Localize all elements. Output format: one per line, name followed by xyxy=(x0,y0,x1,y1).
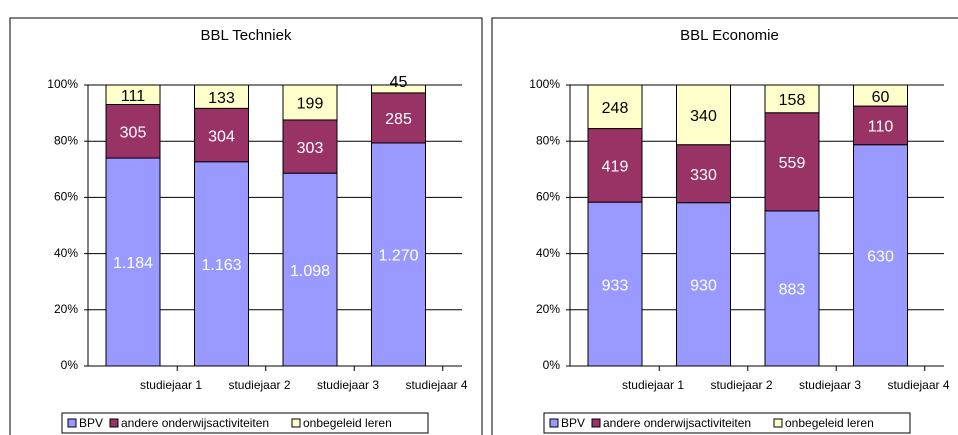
y-tick-label: 0% xyxy=(543,358,561,372)
data-label: 340 xyxy=(690,108,717,125)
bar-segment xyxy=(194,161,249,367)
data-label: 1.163 xyxy=(201,257,241,274)
legend-label: andere onderwijsactiviteiten xyxy=(121,416,269,430)
x-tick-label: studiejaar 4 xyxy=(887,378,949,392)
legend-swatch xyxy=(549,418,559,428)
data-label: 133 xyxy=(208,90,235,107)
legend-swatch xyxy=(291,418,301,428)
y-tick-label: 40% xyxy=(536,246,560,260)
data-label: 248 xyxy=(602,100,629,117)
data-label: 1.098 xyxy=(290,263,330,280)
data-label: 285 xyxy=(385,111,412,128)
y-tick-label: 40% xyxy=(54,246,78,260)
bar-segment xyxy=(194,107,249,163)
legend-label: BPV xyxy=(561,416,585,430)
y-tick-label: 100% xyxy=(529,77,560,91)
x-tick-label: studiejaar 1 xyxy=(140,378,202,392)
bar-segment xyxy=(764,112,820,212)
legend-swatch xyxy=(109,418,119,428)
bar-segment xyxy=(371,142,426,367)
y-tick-label: 20% xyxy=(536,302,560,316)
data-label: 630 xyxy=(867,249,894,266)
data-label: 305 xyxy=(120,124,147,141)
data-label: 111 xyxy=(121,88,145,105)
data-label: 933 xyxy=(602,277,629,294)
bar-segment xyxy=(282,119,338,174)
y-tick-label: 20% xyxy=(54,302,78,316)
x-tick-label: studiejaar 2 xyxy=(710,378,772,392)
data-label: 199 xyxy=(297,96,324,113)
bar-segment xyxy=(587,128,643,203)
bar-segment xyxy=(764,84,820,114)
data-label: 45 xyxy=(390,74,408,91)
legend-box xyxy=(543,412,911,434)
bar-segment xyxy=(105,103,161,159)
y-tick-label: 0% xyxy=(61,358,79,372)
data-label: 930 xyxy=(690,278,717,295)
data-label: 883 xyxy=(779,282,806,299)
legend-swatch xyxy=(773,418,783,428)
y-tick-label: 80% xyxy=(54,133,78,147)
legend-label: onbegeleid leren xyxy=(303,416,392,430)
data-label: 330 xyxy=(690,167,717,184)
bar-segment xyxy=(676,84,731,146)
legend-label: BPV xyxy=(79,416,103,430)
chart-title: BBL Economie xyxy=(680,27,779,44)
data-label: 304 xyxy=(208,128,235,145)
bar-segment xyxy=(676,144,731,204)
bar-segment xyxy=(282,172,338,367)
legend-swatch xyxy=(591,418,601,428)
bar-segment xyxy=(853,144,908,367)
bar-segment xyxy=(853,84,908,107)
y-tick-label: 60% xyxy=(54,190,78,204)
x-tick-label: studiejaar 3 xyxy=(799,378,861,392)
y-tick-label: 60% xyxy=(536,190,560,204)
x-tick-label: studiejaar 4 xyxy=(405,378,467,392)
legend-label: onbegeleid leren xyxy=(785,416,874,430)
legend-box xyxy=(61,412,429,434)
data-label: 158 xyxy=(779,92,806,109)
data-label: 60 xyxy=(872,89,890,106)
bar-segment xyxy=(587,84,643,130)
bar-segment xyxy=(371,84,426,94)
bar-segment xyxy=(587,201,643,367)
bar-segment xyxy=(282,84,338,121)
legend-label: andere onderwijsactiviteiten xyxy=(603,416,751,430)
bar-segment xyxy=(764,210,820,367)
y-tick-label: 100% xyxy=(47,77,78,91)
bar-segment xyxy=(194,84,249,109)
bar-segment xyxy=(676,202,731,367)
x-tick-label: studiejaar 3 xyxy=(317,378,379,392)
data-label: 1.184 xyxy=(113,255,153,272)
data-label: 110 xyxy=(868,119,894,136)
y-tick-label: 80% xyxy=(536,133,560,147)
data-label: 419 xyxy=(602,159,629,176)
bar-segment xyxy=(371,92,426,144)
x-tick-label: studiejaar 2 xyxy=(228,378,290,392)
chart-title: BBL Techniek xyxy=(201,27,292,44)
legend-swatch xyxy=(67,418,77,428)
bar-segment xyxy=(105,84,161,105)
x-tick-label: studiejaar 1 xyxy=(622,378,684,392)
data-label: 303 xyxy=(297,140,324,157)
data-label: 1.270 xyxy=(378,248,418,265)
data-label: 559 xyxy=(779,155,806,172)
